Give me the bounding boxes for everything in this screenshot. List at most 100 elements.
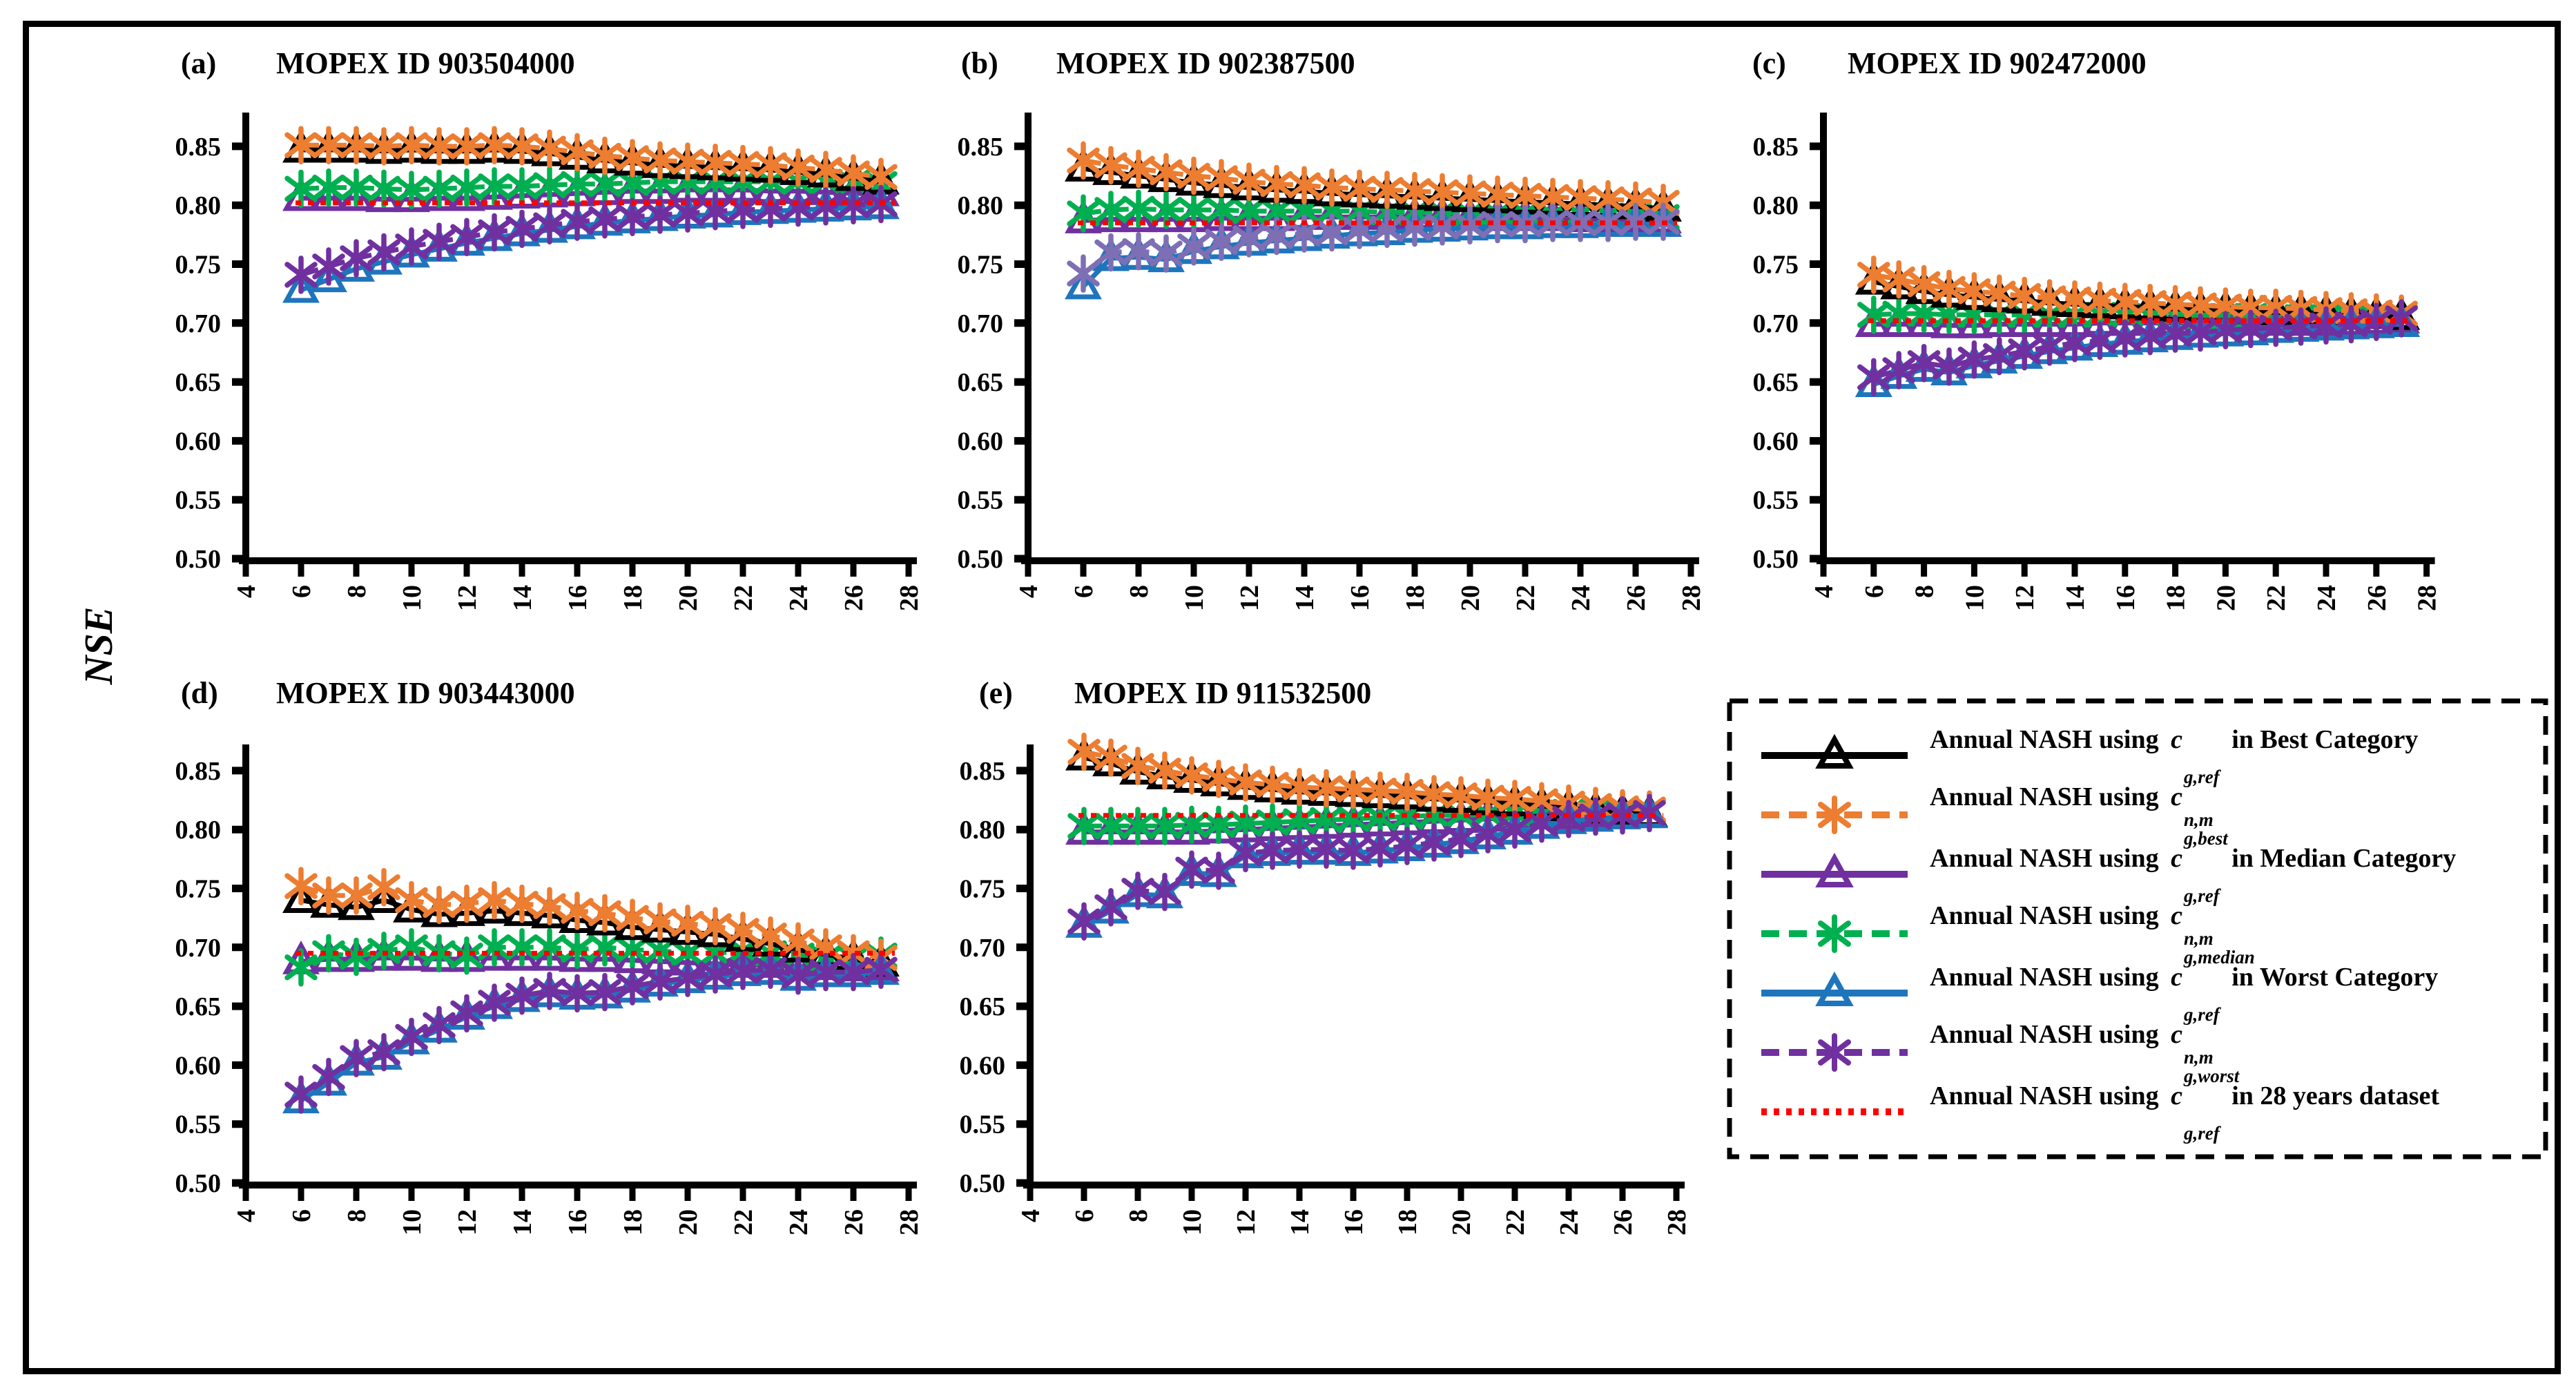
svg-text:14: 14 [508,585,537,611]
svg-text:0.80: 0.80 [175,191,222,220]
panel-a-title: MOPEX ID 903504000 [276,46,575,80]
legend-sample-best-nm-dash-asterisk [1761,796,1908,834]
svg-text:0.60: 0.60 [1753,427,1799,456]
svg-text:0.65: 0.65 [1753,368,1799,397]
panel-b-title: MOPEX ID 902387500 [1056,46,1355,80]
svg-text:0.75: 0.75 [958,251,1004,280]
svg-text:0.70: 0.70 [960,934,1006,963]
svg-text:0.85: 0.85 [960,757,1006,786]
svg-text:28: 28 [1677,585,1706,611]
svg-text:16: 16 [563,585,592,611]
svg-text:20: 20 [674,585,703,611]
legend-item-ref28: Annual NASH using c g,ref in 28 years dat… [1759,1081,2546,1144]
svg-text:0.85: 0.85 [1753,133,1799,162]
svg-text:0.50: 0.50 [958,545,1004,574]
panel-b-plot: 0.50 0.55 0.60 0.65 0.70 0.75 0.80 0.85 4 6 8 10 12 1… [958,113,1706,611]
svg-text:0.75: 0.75 [175,875,222,904]
svg-text:24: 24 [784,1209,813,1235]
svg-text:0.80: 0.80 [958,191,1004,220]
svg-text:0.65: 0.65 [175,992,222,1021]
svg-text:12: 12 [453,585,482,611]
svg-text:24: 24 [2312,585,2341,611]
svg-text:0.60: 0.60 [958,427,1004,456]
svg-text:14: 14 [508,1209,537,1235]
svg-text:10: 10 [398,1209,427,1235]
svg-text:14: 14 [2061,585,2090,611]
svg-text:22: 22 [729,585,758,611]
svg-text:0.60: 0.60 [175,427,222,456]
svg-text:22: 22 [729,1209,758,1235]
legend-label: Annual NASH using c n,m g,worst [1930,1019,2240,1086]
svg-text:16: 16 [2111,585,2140,611]
legend-label: Annual NASH using c n,m g,median [1930,901,2255,968]
svg-text:0.75: 0.75 [1753,251,1799,280]
svg-text:26: 26 [1609,1209,1638,1235]
svg-text:0.55: 0.55 [960,1110,1006,1139]
svg-text:4: 4 [1810,585,1839,598]
svg-text:18: 18 [2162,585,2191,611]
svg-text:16: 16 [563,1209,592,1235]
svg-text:0.55: 0.55 [175,1110,222,1139]
svg-text:4: 4 [232,585,261,598]
svg-text:20: 20 [2211,585,2240,611]
svg-text:0.55: 0.55 [1753,486,1799,515]
svg-text:0.80: 0.80 [960,816,1006,845]
svg-text:4: 4 [232,1209,261,1222]
svg-text:8: 8 [1125,585,1154,598]
svg-text:22: 22 [2262,585,2291,611]
legend-item-best-nm: Annual NASH using c n,m g,best [1759,782,2546,847]
svg-text:0.70: 0.70 [175,934,222,963]
svg-text:12: 12 [1235,585,1264,611]
svg-text:26: 26 [840,1209,869,1235]
svg-text:6: 6 [1070,1209,1099,1222]
svg-text:18: 18 [1401,585,1430,611]
panel-c-tag: (c) [1752,46,1786,80]
svg-text:0.85: 0.85 [175,133,222,162]
legend-label: Annual NASH using c g,ref in Worst Catego… [1930,962,2439,1025]
panel-a-plot: 0.50 0.55 0.60 0.65 0.70 0.75 0.80 0.85 4 6 8 10 12 1… [175,113,924,611]
svg-text:28: 28 [2413,585,2442,611]
svg-text:12: 12 [1232,1209,1261,1235]
svg-text:0.75: 0.75 [960,875,1006,904]
svg-text:0.80: 0.80 [175,816,222,845]
svg-text:20: 20 [1456,585,1485,611]
panel-d-header: (d) MOPEX ID 903443000 [181,675,575,711]
svg-text:0.60: 0.60 [175,1051,222,1080]
y-axis-title: NSE [75,606,121,685]
legend-sample-median-nm-dash-asterisk [1761,914,1908,953]
svg-text:26: 26 [2363,585,2392,611]
svg-text:28: 28 [895,1209,924,1235]
svg-text:16: 16 [1339,1209,1368,1235]
panel-c-title: MOPEX ID 902472000 [1848,46,2147,80]
svg-text:10: 10 [1178,1209,1207,1235]
svg-text:6: 6 [287,1209,316,1222]
svg-text:0.55: 0.55 [958,486,1004,515]
svg-text:22: 22 [1511,585,1540,611]
svg-text:0.85: 0.85 [175,757,222,786]
panel-c-header: (c) MOPEX ID 902472000 [1752,46,2147,81]
panel-d-title: MOPEX ID 903443000 [276,676,575,710]
legend-item-worst-ref: Annual NASH using c g,ref in Worst Catego… [1759,963,2546,1023]
svg-text:12: 12 [2011,585,2040,611]
svg-text:10: 10 [1180,585,1209,611]
legend-label: Annual NASH using c g,ref in Median Categ… [1930,843,2457,906]
panel-b-tag: (b) [961,46,998,80]
legend-label: Annual NASH using c g,ref in 28 years dat… [1930,1081,2440,1144]
svg-text:18: 18 [1393,1209,1422,1235]
svg-text:20: 20 [1447,1209,1476,1235]
legend-sample-ref28-dotted-line [1761,1108,1908,1115]
legend-item-worst-nm: Annual NASH using c n,m g,worst [1759,1020,2546,1085]
svg-text:24: 24 [1567,585,1596,611]
svg-text:0.50: 0.50 [960,1169,1006,1198]
svg-text:8: 8 [342,585,371,598]
legend-item-median-ref: Annual NASH using c g,ref in Median Categ… [1759,843,2546,906]
svg-text:0.50: 0.50 [175,545,222,574]
svg-text:24: 24 [1555,1209,1584,1235]
svg-text:10: 10 [1960,585,1989,611]
svg-text:22: 22 [1501,1209,1530,1235]
legend-sample-median-ref-line-triangle [1761,852,1908,887]
legend-sample-best-ref-line-triangle [1761,733,1908,769]
svg-text:0.50: 0.50 [1753,545,1799,574]
